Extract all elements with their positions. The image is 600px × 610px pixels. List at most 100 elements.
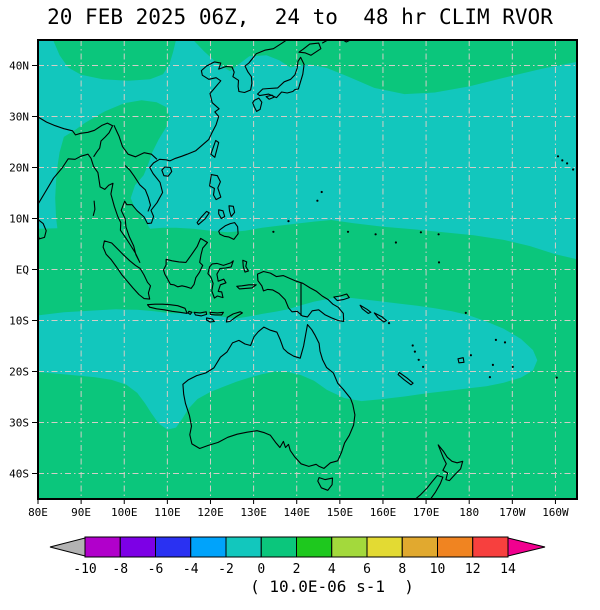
sulawesi-coastline: [207, 260, 234, 299]
colorbar-segment: [190, 536, 227, 558]
colorbar-segment: [296, 536, 333, 558]
colorbar-segment: [260, 536, 297, 558]
island-dot: [272, 230, 275, 233]
x-tick-label: 90E: [71, 506, 91, 519]
hainan-coastline: [161, 166, 173, 177]
colorbar-tick-label: -2: [218, 562, 234, 577]
island-dot: [413, 350, 416, 353]
x-tick-label: 110E: [154, 506, 181, 519]
mekong-border-coastline: [124, 165, 152, 212]
colorbar-tick-label: 10: [430, 562, 446, 577]
panay-negros-coastline: [218, 209, 226, 220]
colorbar-segment: [119, 536, 156, 558]
colorbar-units-label: ( 10.0E-06 s-1 ): [250, 577, 414, 596]
x-tick-label: 120E: [197, 506, 224, 519]
australia-coastline: [182, 324, 356, 469]
colorbar-tick-label: 6: [363, 562, 371, 577]
colorbar-segment: [225, 536, 262, 558]
y-tick-label: 30N: [9, 111, 29, 124]
colorbar-tick-label: -6: [148, 562, 164, 577]
colorbar: -10 -8 -6 -4 -2 0 2 4 6 8 10 12 14: [49, 536, 546, 577]
island-dot: [469, 354, 472, 357]
island-dot: [437, 233, 440, 236]
island-dot: [494, 338, 497, 341]
flores-coastline: [209, 311, 224, 316]
colorbar-tick-label: -10: [73, 562, 96, 577]
colorbar-tick-label: 8: [398, 562, 406, 577]
new-guinea-coastline: [256, 270, 345, 323]
indochina-border-coastline: [113, 124, 158, 160]
timor-coastline: [225, 311, 243, 323]
island-dot: [394, 241, 397, 244]
nz-north-island-coastline: [437, 444, 464, 482]
colorbar-segment: [366, 536, 403, 558]
island-dot: [387, 322, 391, 325]
x-tick-label: 180: [459, 506, 479, 519]
axes: 80E 90E 100E 110E 120E 130E 140E 150E 160E 170E 18…: [9, 60, 569, 520]
bali-coastline: [187, 310, 193, 315]
honshu-coastline: [256, 56, 305, 99]
shikoku-coastline: [265, 94, 275, 100]
samar-leyte-coastline: [228, 205, 236, 218]
x-tick-label: 80E: [28, 506, 48, 519]
new-caledonia-coastline: [397, 371, 414, 386]
sri-lanka-coastline: [38, 219, 47, 240]
island-dot: [503, 341, 507, 344]
sumatra-coastline: [102, 240, 152, 300]
field-negative-region-north: [38, 40, 577, 260]
colorbar-tick-label: -4: [183, 562, 199, 577]
island-dot: [422, 365, 425, 368]
island-dot: [566, 162, 569, 165]
taiwan-coastline: [210, 139, 220, 158]
island-dot: [488, 376, 491, 379]
mindanao-coastline: [218, 222, 239, 240]
seram-buru-coastline: [236, 284, 257, 290]
kyushu-coastline: [252, 97, 263, 112]
island-dot: [316, 199, 319, 202]
solomons-2-coastline: [373, 312, 387, 323]
x-tick-label: 170E: [413, 506, 440, 519]
y-tick-label: 20S: [9, 366, 29, 379]
new-britain-coastline: [333, 293, 350, 302]
grid-lines: [38, 40, 577, 499]
island-dot: [556, 155, 560, 158]
colorbar-segment: [84, 536, 121, 558]
colorbar-tick-label: 12: [465, 562, 481, 577]
colorbar-segment: [472, 536, 509, 558]
colorbar-tick-label: 14: [500, 562, 516, 577]
fiji-coastline: [457, 357, 465, 364]
himalaya-borders-coastline: [38, 116, 114, 158]
field-negative-region-south: [38, 297, 538, 430]
y-tick-label: 10N: [9, 213, 29, 226]
colorbar-tick-label: -8: [112, 562, 128, 577]
x-tick-label: 130E: [240, 506, 267, 519]
nz-south-island-coastline: [414, 474, 444, 499]
island-dot: [561, 159, 564, 162]
x-tick-label: 100E: [111, 506, 138, 519]
colorbar-segment: [331, 536, 368, 558]
y-tick-label: 20N: [9, 162, 29, 175]
y-tick-label: 40S: [9, 468, 29, 481]
x-tick-label: 160E: [370, 506, 397, 519]
island-dot: [417, 358, 420, 361]
luzon-coastline: [209, 174, 222, 201]
borneo-coastline: [162, 237, 209, 289]
y-tick-label: 30S: [9, 417, 29, 430]
colorbar-segment: [155, 536, 192, 558]
island-dot: [437, 261, 441, 264]
y-tick-label: EQ: [16, 264, 29, 277]
solomons-1-coastline: [359, 304, 372, 314]
hokkaido-coastline: [298, 42, 322, 56]
java-coastline: [146, 303, 188, 314]
island-dot: [491, 363, 494, 366]
island-dot: [555, 376, 558, 379]
island-dot: [419, 231, 422, 234]
x-tick-label: 140E: [283, 506, 310, 519]
map-layers: [38, 40, 577, 499]
sumba-coastline: [206, 317, 215, 323]
island-dot: [511, 365, 514, 368]
island-dot: [374, 233, 377, 236]
island-dot: [572, 168, 575, 171]
